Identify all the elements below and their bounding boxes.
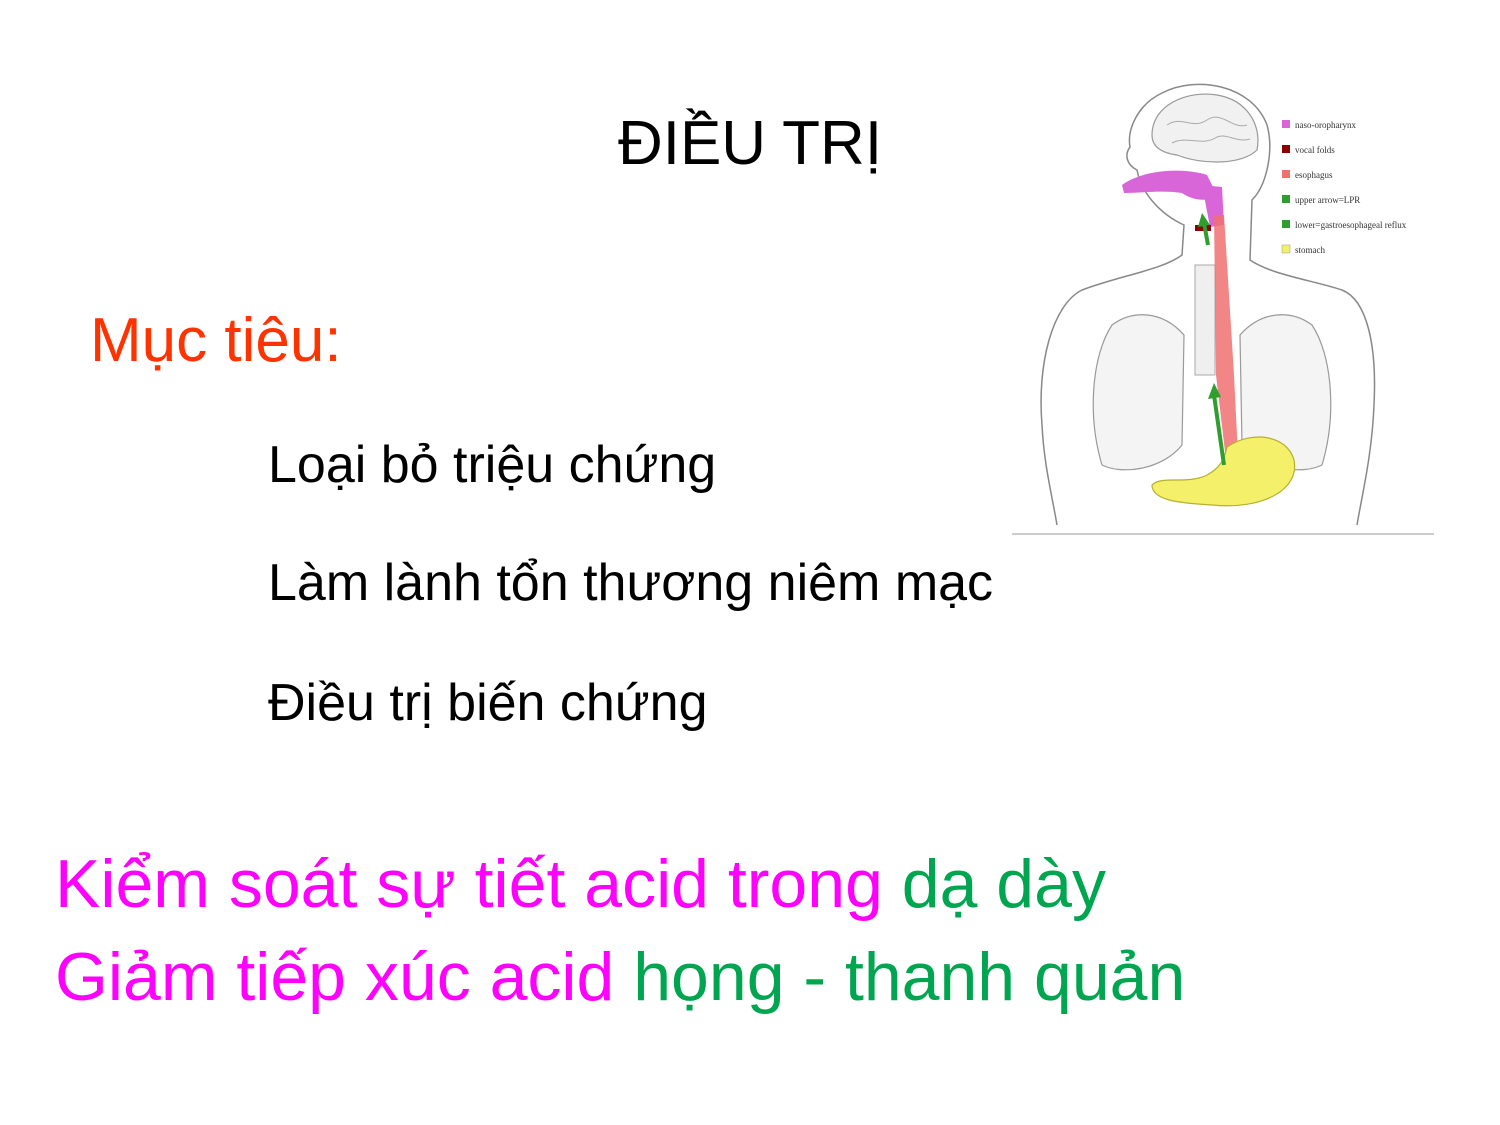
goal-label: Mục tiêu: xyxy=(90,306,342,375)
goal-item-heal-mucosa: Làm lành tổn thương niêm mạc xyxy=(268,554,994,612)
legend-upper-arrow: upper arrow=LPR xyxy=(1295,195,1360,205)
goal-item-remove-symptoms: Loại bỏ triệu chứng xyxy=(268,436,717,494)
left-lung xyxy=(1092,314,1185,471)
emphasis-line-2-green: họng - thanh quản xyxy=(633,939,1186,1015)
emphasis-line-1: Kiểm soát sự tiết acid trong dạ dày xyxy=(55,845,1106,923)
body-outline xyxy=(1040,83,1376,526)
esophagus xyxy=(1214,215,1238,460)
legend-vocal-folds: vocal folds xyxy=(1295,145,1335,155)
goal-item-treat-complications: Điều trị biến chứng xyxy=(268,674,708,732)
naso-oropharynx-region xyxy=(1122,170,1217,200)
emphasis-line-2-pink: Giảm tiếp xúc acid xyxy=(55,939,634,1015)
figure-legend: naso-oropharynx vocal folds esophagus up… xyxy=(1281,120,1407,255)
emphasis-line-1-green: dạ dày xyxy=(901,846,1106,922)
brain-shape xyxy=(1151,93,1259,163)
emphasis-line-2: Giảm tiếp xúc acid họng - thanh quản xyxy=(55,938,1185,1016)
upper-lpr-arrow xyxy=(1202,222,1210,246)
slide-title: ĐIỀU TRỊ xyxy=(617,109,883,178)
anatomy-figure: naso-oropharynx vocal folds esophagus up… xyxy=(1012,75,1434,535)
stomach xyxy=(1151,436,1296,507)
legend-stomach: stomach xyxy=(1295,245,1325,255)
emphasis-line-1-pink: Kiểm soát sự tiết acid trong xyxy=(55,846,902,922)
trachea xyxy=(1194,264,1216,376)
legend-naso-oropharynx: naso-oropharynx xyxy=(1295,120,1356,130)
legend-lower-arrow: lower=gastroesophageal reflux xyxy=(1295,220,1407,230)
anatomy-illustration: naso-oropharynx vocal folds esophagus up… xyxy=(1012,83,1434,535)
lower-reflux-arrow xyxy=(1212,394,1226,466)
legend-esophagus: esophagus xyxy=(1295,170,1333,180)
